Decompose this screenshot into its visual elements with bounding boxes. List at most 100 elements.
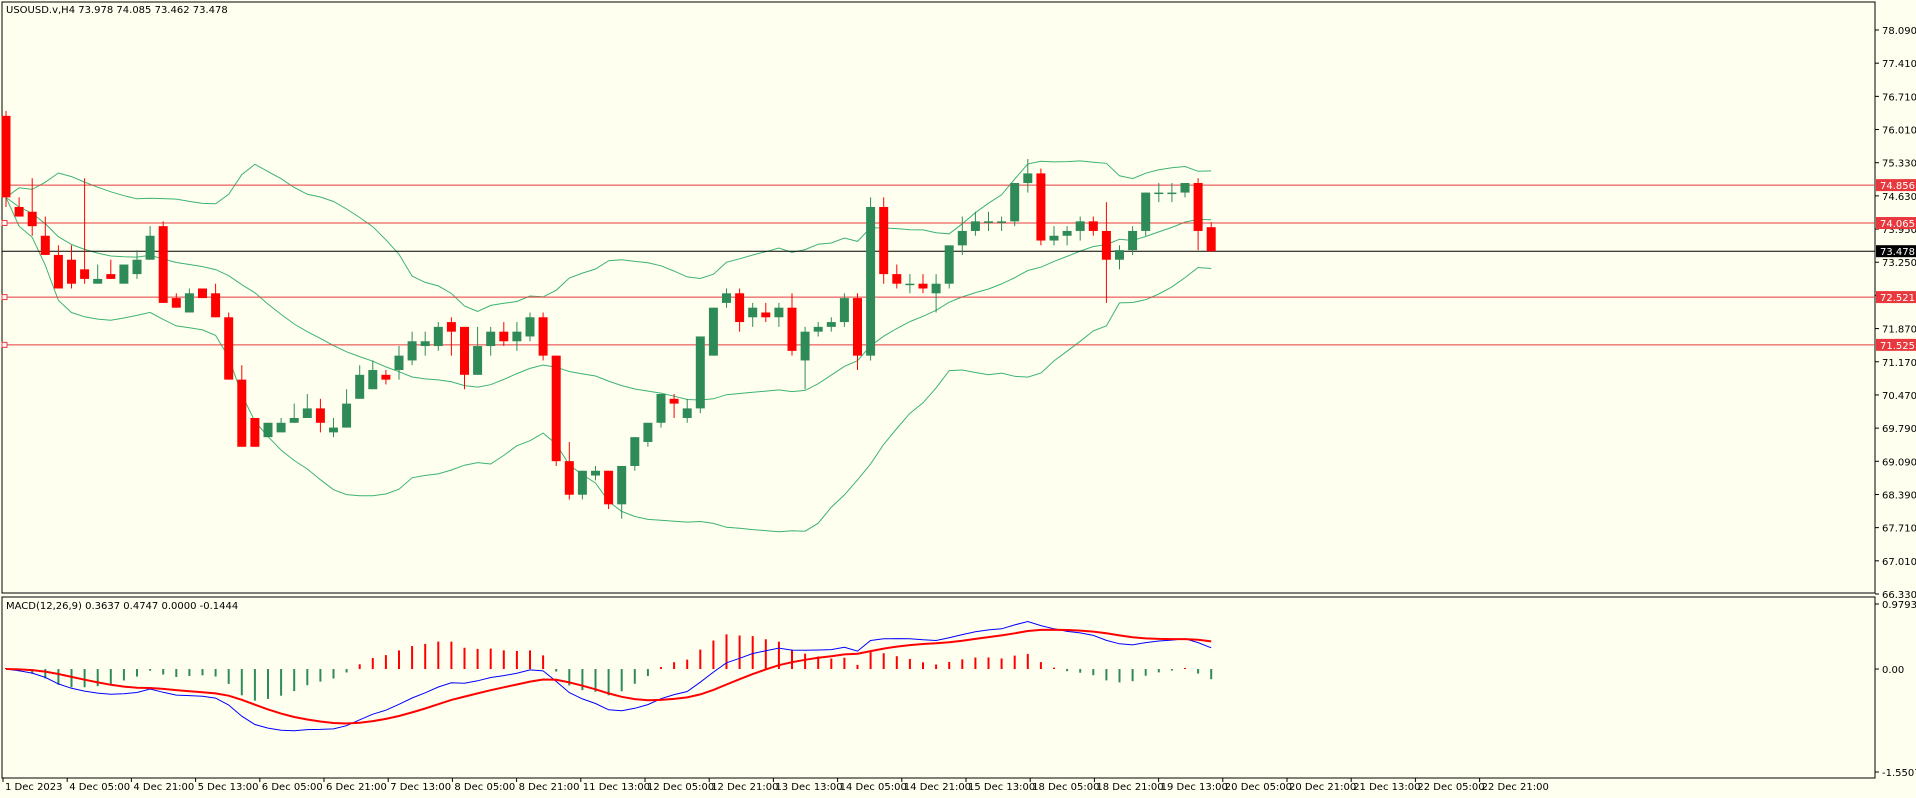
candle-body (617, 465, 627, 505)
candle-body (355, 374, 365, 399)
current-price-tag-label: 73.478 (1880, 247, 1915, 258)
candle-body (997, 221, 1007, 223)
candle-body (1049, 235, 1059, 241)
candle-body (67, 259, 76, 284)
candle-body (748, 307, 758, 318)
candle-body (1141, 192, 1151, 231)
candle-body (119, 264, 129, 284)
time-axis: 1 Dec 2023 4 Dec 05:00 4 Dec 21:00 5 Dec 13… (2, 778, 1549, 793)
candle-body (381, 374, 391, 380)
time-tick-label: 8 Dec 05:00 (454, 782, 515, 793)
time-tick-label: 20 Dec 21:00 (1289, 782, 1356, 793)
candle-body (473, 346, 483, 375)
candle-body (1206, 227, 1216, 252)
candle-body (735, 293, 745, 323)
candle-body (171, 298, 181, 308)
time-tick-label: 5 Dec 13:00 (198, 782, 259, 793)
candle-body (460, 326, 469, 375)
level-price-tag (1876, 217, 1916, 230)
level-price-tag-label: 74.856 (1880, 181, 1915, 192)
price-tick-label: 71.170 (1882, 358, 1916, 369)
macd-panel-frame (1, 596, 1876, 779)
price-tick-label: 69.090 (1882, 457, 1916, 468)
level-price-tag-label: 71.525 (1880, 341, 1915, 352)
candle-body (918, 283, 928, 289)
price-tick-label: 77.410 (1882, 59, 1916, 70)
price-tick-label: 67.010 (1882, 557, 1916, 568)
level-line-handle (1, 341, 8, 348)
candle-body (53, 254, 63, 289)
candle-body (564, 461, 574, 495)
candle-body (892, 274, 902, 284)
candle-body (433, 326, 443, 347)
candle-body (315, 408, 325, 423)
time-tick-label: 4 Dec 21:00 (133, 782, 194, 793)
price-tick-label: 78.090 (1882, 26, 1916, 37)
candle-body (145, 235, 155, 260)
candle-body (1075, 221, 1085, 231)
candle-body (132, 259, 142, 275)
macd-signal-line (5, 628, 1212, 725)
candle-body (853, 298, 862, 356)
price-tick-label: 69.790 (1882, 424, 1916, 435)
macd-line (5, 620, 1212, 732)
candle-body (905, 283, 915, 286)
candle-body (1101, 230, 1111, 260)
price-tick-label: 76.010 (1882, 126, 1916, 137)
candle-body (604, 470, 614, 505)
price-tick-label: 68.390 (1882, 490, 1916, 501)
time-tick-label: 14 Dec 21:00 (904, 782, 971, 793)
candle-body (1180, 182, 1190, 193)
candle-body (302, 408, 312, 418)
candle-body (643, 422, 653, 442)
candle-body (211, 293, 221, 318)
bollinger-middle-band (5, 196, 1212, 401)
candle-body (486, 331, 496, 347)
candle-body (342, 403, 352, 428)
candle-body (1167, 192, 1177, 195)
macd-axis: 0.9793 0.00 -1.5507 (1875, 600, 1916, 779)
candle-body (407, 341, 417, 361)
candle-body (184, 293, 194, 313)
candle-body (158, 226, 168, 303)
time-tick-label: 22 Dec 21:00 (1482, 782, 1549, 793)
candle-body (237, 379, 247, 447)
price-tick-label: 71.870 (1882, 325, 1916, 336)
candle-body (774, 307, 784, 318)
candle-body (551, 355, 561, 462)
price-tick-label: 73.950 (1882, 225, 1916, 236)
candle-body (970, 221, 980, 231)
time-tick-label: 20 Dec 05:00 (1225, 782, 1292, 793)
candle-body (224, 317, 234, 380)
candle-body (93, 278, 103, 284)
candle-body (1154, 192, 1164, 195)
candle-body (27, 211, 37, 227)
time-tick-label: 1 Dec 2023 (5, 782, 63, 793)
candle-body (106, 274, 116, 279)
candle-body (669, 398, 679, 404)
candle-body (198, 288, 207, 299)
time-tick-label: 6 Dec 05:00 (262, 782, 323, 793)
candle-body (957, 230, 967, 246)
candle-body (329, 427, 338, 433)
candle-body (931, 283, 941, 294)
level-line-handle (1, 294, 8, 301)
candle-body (276, 422, 286, 433)
candle-body (250, 417, 260, 447)
candle-body (708, 307, 718, 356)
price-tick-label: 73.250 (1882, 258, 1916, 269)
time-tick-label: 12 Dec 21:00 (711, 782, 778, 793)
price-tick-label: 66.330 (1882, 590, 1916, 601)
time-tick-label: 8 Dec 21:00 (519, 782, 580, 793)
macd-tick-label: 0.00 (1882, 665, 1904, 676)
candle-body (682, 408, 692, 418)
candle-body (1193, 182, 1203, 231)
candle-body (538, 317, 548, 356)
price-tick-label: 75.330 (1882, 159, 1916, 170)
candle-body (879, 206, 889, 275)
time-tick-label: 6 Dec 21:00 (326, 782, 387, 793)
candle-body (289, 417, 299, 423)
candle-body (80, 269, 90, 279)
